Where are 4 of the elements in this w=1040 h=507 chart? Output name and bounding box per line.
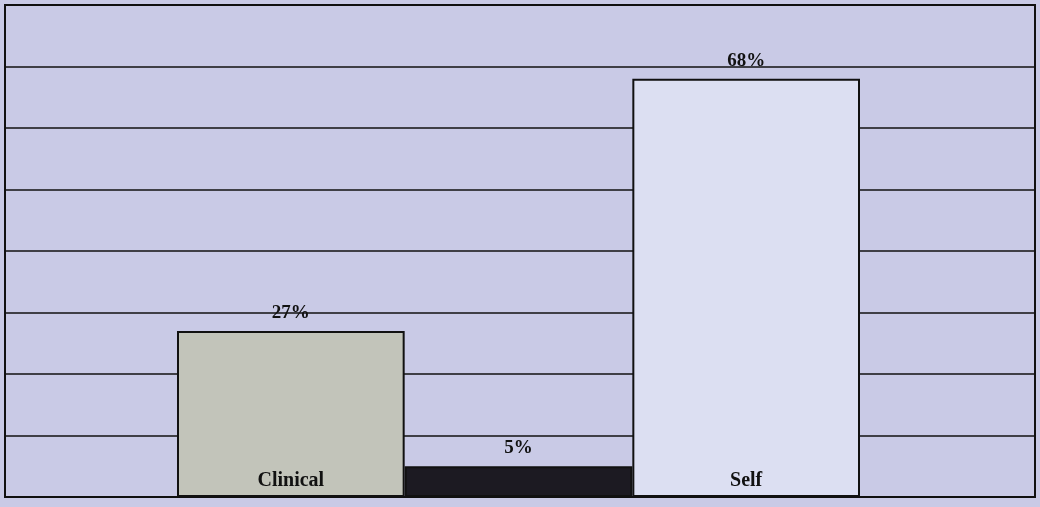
x-tick-label: Self bbox=[730, 468, 763, 490]
data-label: 5% bbox=[504, 436, 533, 458]
x-tick-label: Clinical bbox=[257, 468, 325, 490]
data-label: 68% bbox=[727, 48, 766, 70]
